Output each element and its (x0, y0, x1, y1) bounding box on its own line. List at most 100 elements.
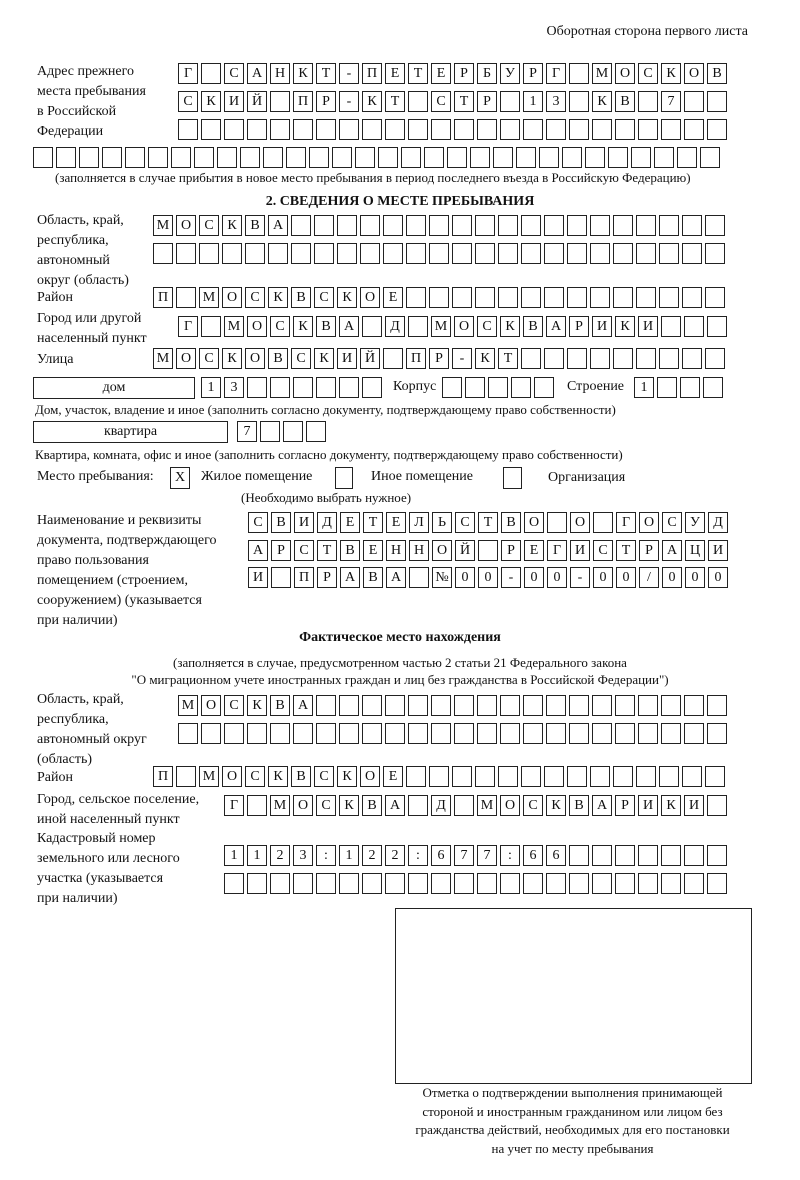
char-cell[interactable] (631, 147, 651, 168)
char-cell[interactable] (385, 695, 405, 716)
char-cell[interactable] (636, 348, 656, 369)
char-cell[interactable] (153, 243, 173, 264)
char-cell[interactable] (360, 215, 380, 236)
char-cell[interactable]: П (153, 766, 173, 787)
char-cell[interactable] (498, 215, 518, 236)
char-cell[interactable] (659, 287, 679, 308)
char-cell[interactable]: / (639, 567, 659, 588)
char-cell[interactable] (707, 723, 727, 744)
stay-option-residential-checkbox[interactable]: X (170, 467, 190, 489)
char-cell[interactable]: Р (317, 567, 337, 588)
char-cell[interactable] (408, 873, 428, 894)
char-cell[interactable]: 0 (547, 567, 567, 588)
char-cell[interactable] (316, 695, 336, 716)
char-cell[interactable] (429, 766, 449, 787)
char-cell[interactable] (201, 63, 221, 84)
char-cell[interactable] (454, 723, 474, 744)
char-cell[interactable] (383, 348, 403, 369)
char-cell[interactable]: 7 (661, 91, 681, 112)
char-cell[interactable] (362, 695, 382, 716)
char-cell[interactable] (707, 316, 727, 337)
char-cell[interactable]: С (662, 512, 682, 533)
char-cell[interactable] (270, 873, 290, 894)
char-cell[interactable]: В (291, 766, 311, 787)
char-cell[interactable]: К (615, 316, 635, 337)
char-cell[interactable] (636, 287, 656, 308)
char-cell[interactable] (659, 766, 679, 787)
char-cell[interactable] (176, 287, 196, 308)
char-cell[interactable]: О (176, 348, 196, 369)
char-cell[interactable] (102, 147, 122, 168)
char-cell[interactable] (684, 723, 704, 744)
char-cell[interactable] (613, 215, 633, 236)
char-cell[interactable] (339, 723, 359, 744)
char-cell[interactable]: Р (271, 540, 291, 561)
char-cell[interactable]: Й (360, 348, 380, 369)
char-cell[interactable]: 0 (616, 567, 636, 588)
char-cell[interactable]: С (248, 512, 268, 533)
char-cell[interactable]: 7 (454, 845, 474, 866)
char-cell[interactable]: В (615, 91, 635, 112)
char-cell[interactable] (222, 243, 242, 264)
char-cell[interactable] (293, 119, 313, 140)
char-cell[interactable]: Ц (685, 540, 705, 561)
char-cell[interactable]: № (432, 567, 452, 588)
char-cell[interactable]: 6 (523, 845, 543, 866)
char-cell[interactable] (661, 695, 681, 716)
char-cell[interactable]: С (593, 540, 613, 561)
char-cell[interactable] (638, 845, 658, 866)
char-cell[interactable]: В (291, 287, 311, 308)
char-cell[interactable] (477, 695, 497, 716)
char-cell[interactable] (270, 377, 290, 398)
char-cell[interactable] (362, 316, 382, 337)
char-cell[interactable]: К (247, 695, 267, 716)
char-cell[interactable]: К (362, 91, 382, 112)
char-cell[interactable]: С (314, 287, 334, 308)
char-cell[interactable]: 0 (662, 567, 682, 588)
char-cell[interactable] (240, 147, 260, 168)
char-cell[interactable] (636, 243, 656, 264)
char-cell[interactable] (544, 243, 564, 264)
char-cell[interactable]: Т (316, 63, 336, 84)
char-cell[interactable]: В (523, 316, 543, 337)
char-cell[interactable]: О (615, 63, 635, 84)
char-cell[interactable] (498, 287, 518, 308)
char-cell[interactable] (615, 873, 635, 894)
char-cell[interactable] (569, 723, 589, 744)
char-cell[interactable] (408, 119, 428, 140)
char-cell[interactable]: Р (316, 91, 336, 112)
char-cell[interactable]: Е (431, 63, 451, 84)
char-cell[interactable]: О (245, 348, 265, 369)
char-cell[interactable]: - (570, 567, 590, 588)
char-cell[interactable]: В (270, 695, 290, 716)
char-cell[interactable] (682, 348, 702, 369)
char-cell[interactable] (385, 873, 405, 894)
char-cell[interactable] (661, 316, 681, 337)
char-cell[interactable] (613, 287, 633, 308)
char-cell[interactable] (590, 215, 610, 236)
char-cell[interactable] (56, 147, 76, 168)
char-cell[interactable] (201, 119, 221, 140)
char-cell[interactable]: И (570, 540, 590, 561)
char-cell[interactable] (247, 795, 267, 816)
char-cell[interactable]: О (432, 540, 452, 561)
char-cell[interactable]: - (339, 91, 359, 112)
char-cell[interactable] (79, 147, 99, 168)
char-cell[interactable] (684, 91, 704, 112)
char-cell[interactable] (488, 377, 508, 398)
char-cell[interactable] (148, 147, 168, 168)
char-cell[interactable]: 7 (237, 421, 257, 442)
char-cell[interactable] (477, 723, 497, 744)
char-cell[interactable]: 3 (224, 377, 244, 398)
char-cell[interactable]: Г (616, 512, 636, 533)
char-cell[interactable]: М (153, 348, 173, 369)
char-cell[interactable] (224, 119, 244, 140)
char-cell[interactable] (201, 316, 221, 337)
char-cell[interactable]: Д (431, 795, 451, 816)
char-cell[interactable]: - (452, 348, 472, 369)
char-cell[interactable]: И (592, 316, 612, 337)
char-cell[interactable]: Й (455, 540, 475, 561)
char-cell[interactable] (682, 287, 702, 308)
char-cell[interactable]: : (500, 845, 520, 866)
char-cell[interactable]: Т (385, 91, 405, 112)
